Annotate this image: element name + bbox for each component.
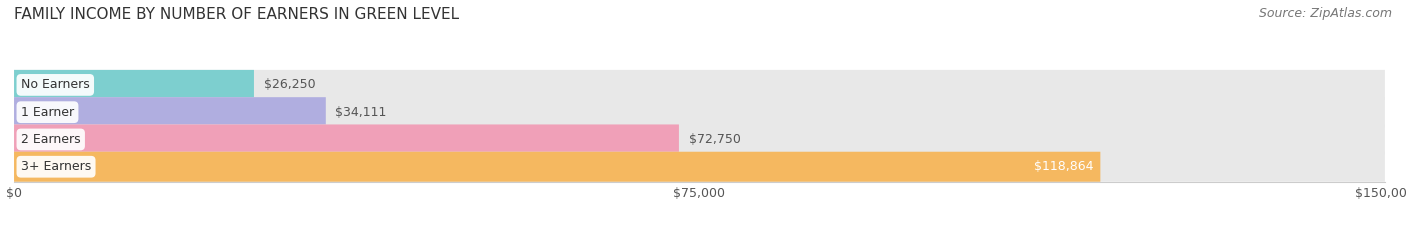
FancyBboxPatch shape <box>14 124 679 154</box>
Text: Source: ZipAtlas.com: Source: ZipAtlas.com <box>1258 7 1392 20</box>
FancyBboxPatch shape <box>14 97 326 127</box>
Text: No Earners: No Earners <box>21 78 90 91</box>
FancyBboxPatch shape <box>14 70 1385 100</box>
Text: $26,250: $26,250 <box>263 78 315 91</box>
Text: $118,864: $118,864 <box>1033 160 1094 173</box>
FancyBboxPatch shape <box>14 70 254 100</box>
FancyBboxPatch shape <box>14 152 1101 182</box>
FancyBboxPatch shape <box>14 124 1385 154</box>
FancyBboxPatch shape <box>14 97 1385 127</box>
Text: 1 Earner: 1 Earner <box>21 106 75 119</box>
Text: $34,111: $34,111 <box>336 106 387 119</box>
Text: 3+ Earners: 3+ Earners <box>21 160 91 173</box>
Text: 2 Earners: 2 Earners <box>21 133 80 146</box>
Text: FAMILY INCOME BY NUMBER OF EARNERS IN GREEN LEVEL: FAMILY INCOME BY NUMBER OF EARNERS IN GR… <box>14 7 460 22</box>
FancyBboxPatch shape <box>14 152 1385 182</box>
Text: $72,750: $72,750 <box>689 133 741 146</box>
